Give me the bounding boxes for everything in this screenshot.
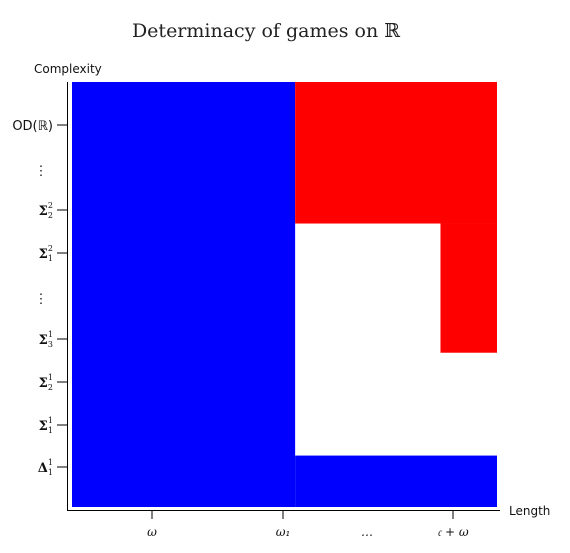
x-tick-label-3: 𝔠 + ω xyxy=(437,525,468,539)
x-tick-label-0: ω xyxy=(147,525,157,539)
chart-title: Determinacy of games on ℝ xyxy=(132,20,400,42)
region-1 xyxy=(295,455,497,507)
y-tick-label-2: Σ1 2 xyxy=(39,373,53,392)
y-tick-label-0: Δ1 1 xyxy=(38,458,53,477)
region-2 xyxy=(295,82,497,224)
y-tick-label-1: Σ1 1 xyxy=(39,416,53,435)
x-tick-label-2: … xyxy=(361,525,373,539)
y-ticks: Δ1 1 Σ1 1 Σ1 2 Σ1 3 ⋮ Σ2 1 Σ2 2 ⋮ OD(ℝ) xyxy=(12,119,67,477)
region-3 xyxy=(440,223,497,353)
y-tick-label-4: ⋮ xyxy=(35,292,48,307)
y-tick-label-3: Σ1 3 xyxy=(39,330,53,349)
x-tick-label-1: ω₁ xyxy=(276,525,291,539)
region-layer xyxy=(72,82,497,507)
y-tick-label-6: Σ2 2 xyxy=(39,201,53,220)
region-0 xyxy=(72,82,296,507)
x-axis-label: Length xyxy=(509,504,550,518)
y-tick-label-7: ⋮ xyxy=(35,164,48,179)
x-ticks: ω ω₁ … 𝔠 + ω xyxy=(147,510,469,539)
y-axis-label: Complexity xyxy=(34,62,102,76)
y-tick-label-5: Σ2 1 xyxy=(39,244,53,263)
y-tick-label-8: OD(ℝ) xyxy=(12,119,53,134)
